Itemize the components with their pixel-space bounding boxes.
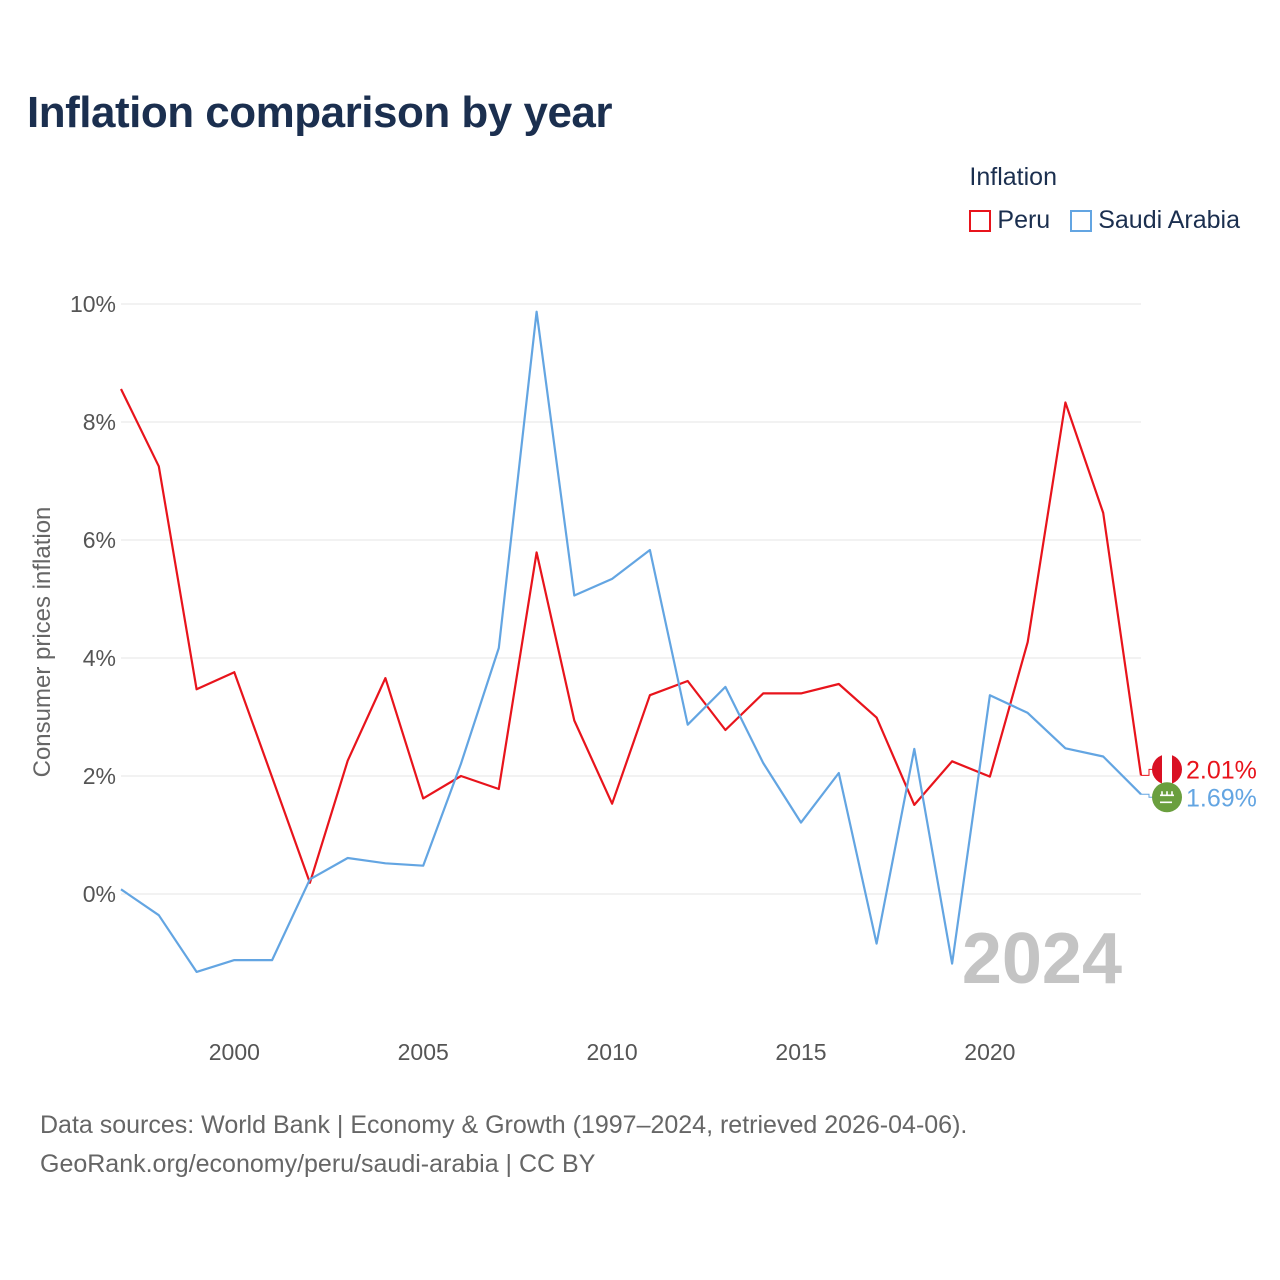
end-markers: 2.01%1.69%	[1141, 754, 1257, 813]
y-tick-label: 10%	[70, 291, 116, 317]
y-axis-ticks: 0% 2% 4% 6% 8% 10%	[70, 291, 116, 907]
y-tick-label: 4%	[83, 645, 116, 671]
legend: Inflation Peru Saudi Arabia	[969, 163, 1240, 235]
line-chart: 0% 2% 4% 6% 8% 10% 2000 2005 2010 2015 2020 Consu…	[29, 291, 1257, 1065]
y-tick-label: 8%	[83, 409, 116, 435]
y-tick-label: 0%	[83, 881, 116, 907]
x-tick-label: 2015	[775, 1039, 826, 1065]
x-tick-label: 2005	[398, 1039, 449, 1065]
end-connector-peru	[1141, 768, 1153, 776]
series-line-saudi-arabia[interactable]	[120, 310, 1142, 974]
end-label-peru: 2.01%	[1186, 756, 1257, 784]
legend-swatch-peru	[969, 209, 992, 232]
x-axis-ticks: 2000 2005 2010 2015 2020	[209, 1039, 1016, 1065]
flag-icon-peru	[1152, 754, 1182, 785]
legend-label-peru: Peru	[997, 206, 1051, 234]
legend-swatch-saudi-arabia	[1070, 209, 1093, 232]
y-axis-title: Consumer prices inflation	[29, 507, 56, 778]
y-tick-label: 2%	[83, 763, 116, 789]
legend-title: Inflation	[969, 163, 1057, 191]
x-tick-label: 2020	[964, 1039, 1015, 1065]
legend-item-saudi-arabia[interactable]: Saudi Arabia	[1070, 206, 1240, 235]
legend-item-peru[interactable]: Peru	[969, 206, 1050, 235]
end-connector-saudi-arabia	[1141, 793, 1153, 798]
footer-source: Data sources: World Bank | Economy & Gro…	[40, 1111, 968, 1139]
x-tick-label: 2000	[209, 1039, 260, 1065]
series-group	[120, 310, 1143, 974]
footer-link[interactable]: GeoRank.org/economy/peru/saudi-arabia | …	[40, 1150, 596, 1178]
gridlines	[121, 303, 1141, 895]
legend-label-saudi-arabia: Saudi Arabia	[1098, 206, 1240, 234]
flag-icon-saudi-arabia	[1152, 782, 1182, 813]
x-tick-label: 2010	[587, 1039, 638, 1065]
end-label-saudi-arabia: 1.69%	[1186, 784, 1257, 812]
year-watermark: 2024	[962, 919, 1122, 999]
footer: Data sources: World Bank | Economy & Gro…	[40, 1106, 967, 1184]
page-title: Inflation comparison by year	[27, 88, 613, 137]
series-line-peru[interactable]	[120, 388, 1143, 884]
y-tick-label: 6%	[83, 527, 116, 553]
